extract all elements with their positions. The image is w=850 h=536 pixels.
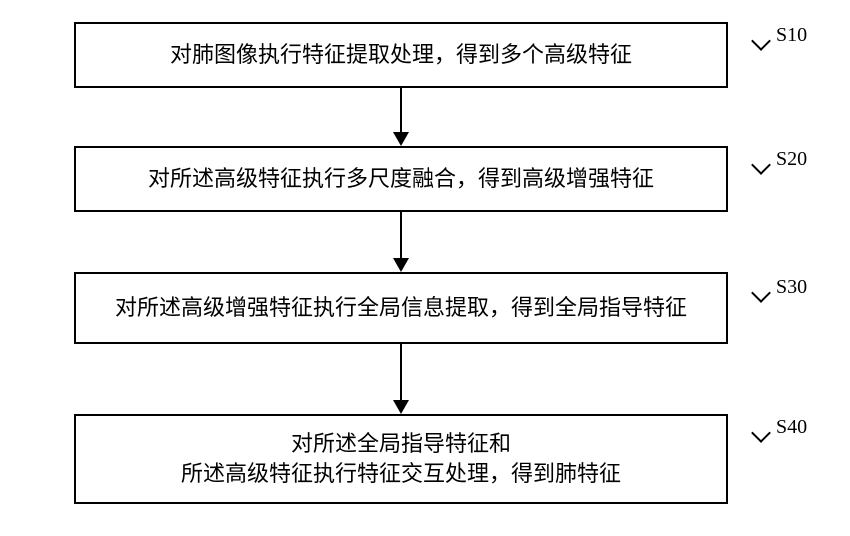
flow-node-s40-text: 对所述全局指导特征和 所述高级特征执行特征交互处理，得到肺特征	[181, 429, 621, 488]
flow-node-s30: 对所述高级增强特征执行全局信息提取，得到全局指导特征	[74, 272, 728, 344]
edge-s10-s20-line	[400, 88, 402, 132]
label-tick-s40	[751, 423, 771, 443]
edge-s20-s30-head	[393, 258, 409, 272]
label-tick-s10	[751, 31, 771, 51]
edge-s30-s40-head	[393, 400, 409, 414]
label-tick-s30	[751, 283, 771, 303]
edge-s30-s40-line	[400, 344, 402, 400]
label-tick-s20	[751, 155, 771, 175]
flow-node-s30-text: 对所述高级增强特征执行全局信息提取，得到全局指导特征	[115, 293, 687, 323]
step-label-s30: S30	[776, 276, 807, 299]
flow-node-s20-text: 对所述高级特征执行多尺度融合，得到高级增强特征	[148, 164, 654, 194]
step-label-s10: S10	[776, 24, 807, 47]
edge-s20-s30-line	[400, 212, 402, 258]
edge-s10-s20-head	[393, 132, 409, 146]
flow-node-s20: 对所述高级特征执行多尺度融合，得到高级增强特征	[74, 146, 728, 212]
flow-node-s10-text: 对肺图像执行特征提取处理，得到多个高级特征	[170, 40, 632, 70]
step-label-s20: S20	[776, 148, 807, 171]
flow-node-s40: 对所述全局指导特征和 所述高级特征执行特征交互处理，得到肺特征	[74, 414, 728, 504]
flow-node-s10: 对肺图像执行特征提取处理，得到多个高级特征	[74, 22, 728, 88]
flowchart-canvas: 对肺图像执行特征提取处理，得到多个高级特征 S10 对所述高级特征执行多尺度融合…	[0, 0, 850, 536]
step-label-s40: S40	[776, 416, 807, 439]
